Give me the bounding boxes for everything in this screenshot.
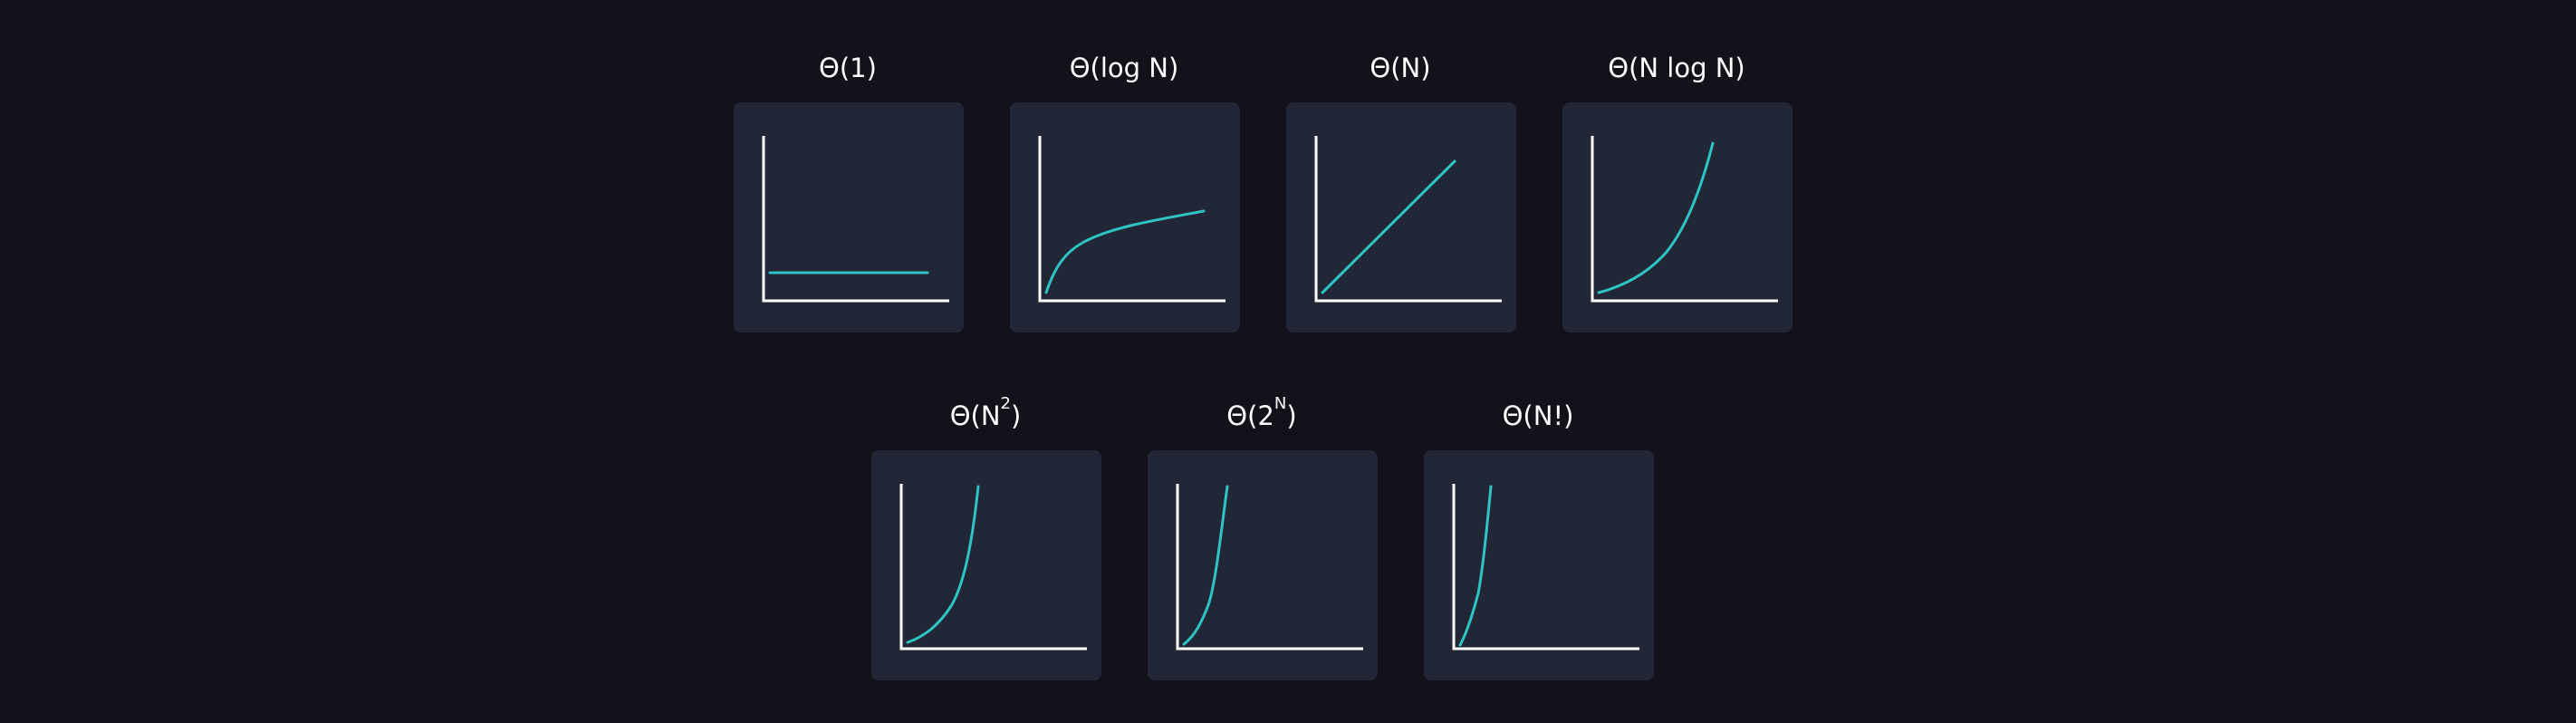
plot-exponential — [1176, 484, 1363, 651]
label-text: Θ(N) — [1370, 53, 1431, 83]
label-text: Θ(N — [949, 400, 1001, 431]
label-tail: ) — [1286, 400, 1297, 431]
axes — [762, 136, 949, 303]
label-text: Θ(N log N) — [1608, 53, 1745, 83]
plot-constant — [762, 136, 949, 303]
plot-card-factorial — [1424, 450, 1654, 680]
plot-card-exponential — [1148, 450, 1378, 680]
label-factorial: Θ(N!) — [1402, 400, 1674, 432]
label-superscript: N — [1274, 394, 1287, 413]
plot-quadratic — [899, 484, 1087, 651]
plot-factorial — [1452, 484, 1639, 651]
axes — [1591, 136, 1778, 303]
curve-linearithmic — [1597, 141, 1715, 294]
label-linear: Θ(N) — [1264, 52, 1536, 84]
label-logarithmic: Θ(log N) — [988, 52, 1260, 84]
label-text: Θ(log N) — [1069, 53, 1179, 83]
curve-linear — [1321, 159, 1456, 294]
plot-card-logarithmic — [1010, 102, 1240, 333]
label-quadratic: Θ(N2) — [850, 396, 1121, 432]
plot-card-linearithmic — [1562, 102, 1793, 333]
plot-card-linear — [1286, 102, 1516, 333]
plot-linear — [1314, 136, 1502, 303]
label-text: Θ(N!) — [1502, 400, 1574, 431]
label-text: Θ(1) — [819, 53, 877, 83]
axes — [1314, 136, 1502, 303]
axes — [1038, 136, 1226, 303]
label-linearithmic: Θ(N log N) — [1541, 52, 1812, 84]
plot-logarithmic — [1038, 136, 1226, 303]
axes — [1452, 484, 1639, 651]
plot-linearithmic — [1591, 136, 1778, 303]
curve-exponential — [1182, 485, 1229, 646]
label-text: Θ(2 — [1226, 400, 1274, 431]
curve-logarithmic — [1044, 209, 1206, 294]
label-superscript: 2 — [1000, 394, 1011, 413]
axes — [899, 484, 1087, 651]
label-exponential: Θ(2N) — [1126, 396, 1398, 432]
label-constant: Θ(1) — [712, 52, 984, 84]
plot-card-quadratic — [871, 450, 1101, 680]
label-tail: ) — [1010, 400, 1022, 431]
axes — [1176, 484, 1363, 651]
curve-quadratic — [906, 485, 980, 644]
plot-card-constant — [734, 102, 964, 333]
curve-factorial — [1458, 485, 1493, 647]
